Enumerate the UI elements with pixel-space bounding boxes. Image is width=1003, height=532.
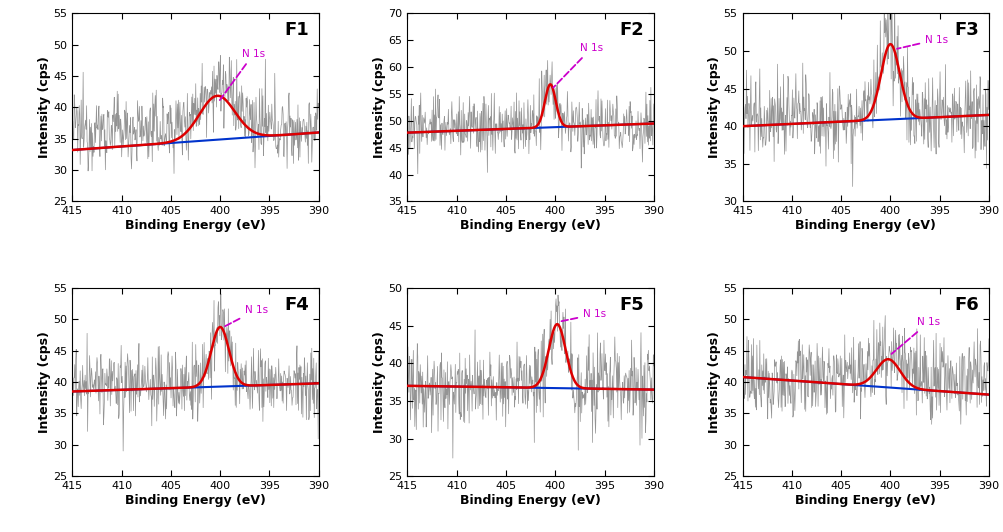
Y-axis label: Intensity (cps): Intensity (cps) xyxy=(372,56,385,159)
X-axis label: Binding Energy (eV): Binding Energy (eV) xyxy=(125,219,266,232)
Text: F1: F1 xyxy=(284,21,309,39)
Text: N 1s: N 1s xyxy=(223,305,268,328)
Text: N 1s: N 1s xyxy=(220,49,265,100)
Y-axis label: Intensity (cps): Intensity (cps) xyxy=(37,56,50,159)
Text: F6: F6 xyxy=(954,295,978,313)
Text: F3: F3 xyxy=(954,21,978,39)
X-axis label: Binding Energy (eV): Binding Energy (eV) xyxy=(459,219,601,232)
X-axis label: Binding Energy (eV): Binding Energy (eV) xyxy=(794,219,935,232)
Text: N 1s: N 1s xyxy=(553,43,603,88)
X-axis label: Binding Energy (eV): Binding Energy (eV) xyxy=(125,494,266,507)
X-axis label: Binding Energy (eV): Binding Energy (eV) xyxy=(459,494,601,507)
Text: N 1s: N 1s xyxy=(561,309,606,321)
Y-axis label: Intensity (cps): Intensity (cps) xyxy=(37,331,50,433)
Y-axis label: Intensity (cps): Intensity (cps) xyxy=(707,331,720,433)
Text: N 1s: N 1s xyxy=(891,318,939,354)
X-axis label: Binding Energy (eV): Binding Energy (eV) xyxy=(794,494,935,507)
Text: N 1s: N 1s xyxy=(896,35,947,49)
Text: F5: F5 xyxy=(619,295,643,313)
Y-axis label: Intensity (cps): Intensity (cps) xyxy=(707,56,720,159)
Text: F2: F2 xyxy=(619,21,643,39)
Text: F4: F4 xyxy=(284,295,309,313)
Y-axis label: Intensity (cps): Intensity (cps) xyxy=(372,331,385,433)
